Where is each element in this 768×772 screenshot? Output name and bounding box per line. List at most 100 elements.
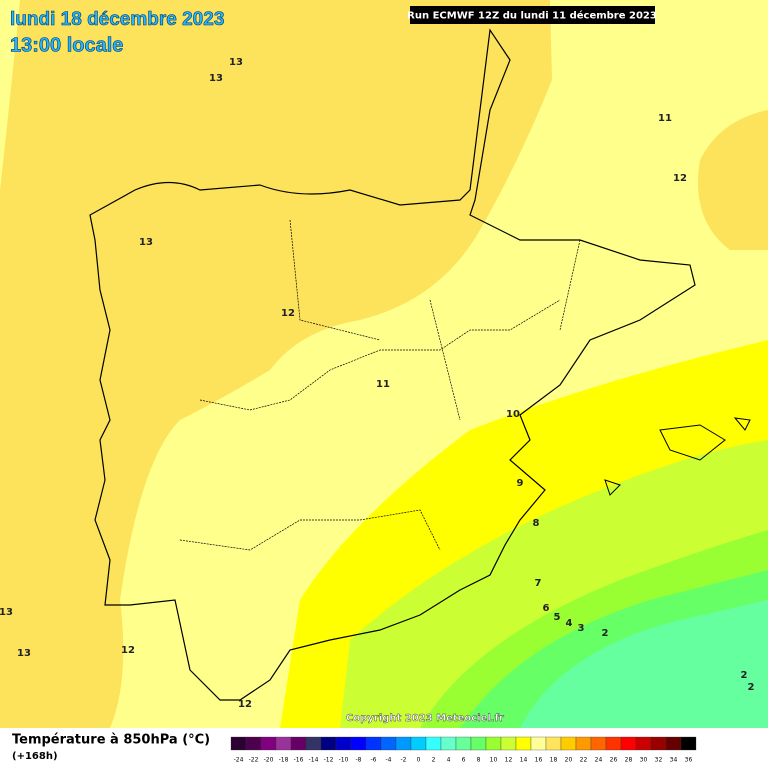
legend-label: 36 — [685, 757, 693, 764]
legend-label: -20 — [264, 757, 274, 764]
legend-label: -2 — [401, 757, 407, 764]
legend-label: 0 — [417, 757, 421, 764]
legend-label: 18 — [550, 757, 558, 764]
legend-label: 20 — [565, 757, 573, 764]
legend-label: -12 — [324, 757, 334, 764]
legend-label: -22 — [249, 757, 259, 764]
legend-swatch — [365, 736, 382, 751]
field-18 — [0, 0, 552, 728]
legend-swatch — [545, 736, 562, 751]
legend-label: 8 — [477, 757, 481, 764]
legend-label: 2 — [432, 757, 436, 764]
legend-swatch — [455, 736, 472, 751]
legend-swatch — [305, 736, 322, 751]
copyright: Copyright 2023 Meteociel.fr — [346, 713, 504, 724]
contour-label: 13 — [209, 73, 223, 84]
legend-swatch — [620, 736, 637, 751]
field-18 — [698, 110, 768, 250]
legend-swatch — [665, 736, 682, 751]
contour-label: 13 — [0, 607, 13, 618]
legend-swatch — [410, 736, 427, 751]
legend-label: -16 — [294, 757, 304, 764]
contour-label: 2 — [602, 628, 609, 639]
legend-swatch — [335, 736, 352, 751]
contour-label: 12 — [121, 645, 135, 656]
legend-swatch — [575, 736, 592, 751]
field-16 — [0, 0, 20, 190]
contour-label: 3 — [578, 623, 585, 634]
color-legend: -24 -22 -20 -18 -16 -14 -12 -10 -8 -6 -4 -2 0 2 4 6 8 10 1… — [230, 736, 697, 764]
coastline — [89, 28, 696, 701]
legend-swatch — [395, 736, 412, 751]
legend-label: 30 — [640, 757, 648, 764]
contour-label: 13 — [139, 237, 153, 248]
legend-label: -4 — [386, 757, 392, 764]
contour-label: 5 — [554, 612, 561, 623]
legend-swatch — [425, 736, 442, 751]
legend-label: 34 — [670, 757, 678, 764]
legend-label: 10 — [490, 757, 498, 764]
balearic-islands — [604, 417, 751, 496]
contour-label: 9 — [517, 478, 524, 489]
run-info: Run ECMWF 12Z du lundi 11 décembre 2023 — [407, 10, 657, 22]
legend-label: -10 — [339, 757, 349, 764]
legend-label: 16 — [535, 757, 543, 764]
map-time: 13:00 locale — [10, 34, 123, 56]
field-6 — [520, 600, 768, 728]
contour-label: 7 — [535, 578, 542, 589]
legend-label: 24 — [595, 757, 603, 764]
legend-label: 32 — [655, 757, 663, 764]
contour-label: 4 — [566, 618, 573, 629]
legend-label: -8 — [356, 757, 362, 764]
footer-lead: (+168h) — [12, 751, 58, 762]
legend-swatch — [380, 736, 397, 751]
legend-label: 6 — [462, 757, 466, 764]
map-fields — [0, 0, 768, 728]
legend-label: -14 — [309, 757, 319, 764]
legend-swatch — [230, 736, 247, 751]
legend-swatch — [470, 736, 487, 751]
legend-swatch — [485, 736, 502, 751]
legend-swatch — [260, 736, 277, 751]
legend-swatch — [245, 736, 262, 751]
legend-swatch — [680, 736, 697, 751]
legend-swatch — [500, 736, 517, 751]
legend-swatch — [515, 736, 532, 751]
legend-swatch — [590, 736, 607, 751]
contour-label: 10 — [506, 409, 520, 420]
footer-title: Température à 850hPa (°C) — [12, 733, 210, 748]
legend-swatch — [290, 736, 307, 751]
legend-label: -6 — [371, 757, 377, 764]
legend-swatch — [560, 736, 577, 751]
contour-label: 12 — [238, 699, 252, 710]
map-date: lundi 18 décembre 2023 — [10, 9, 224, 30]
legend-label: -24 — [234, 757, 244, 764]
legend-swatch — [350, 736, 367, 751]
legend-label: 22 — [580, 757, 588, 764]
contour-label: 2 — [748, 682, 755, 693]
legend-label: 14 — [520, 757, 528, 764]
legend-label: 26 — [610, 757, 618, 764]
legend-swatch — [650, 736, 667, 751]
legend-label: -18 — [279, 757, 289, 764]
contour-label: 2 — [741, 670, 748, 681]
borders — [179, 219, 581, 551]
contour-label: 6 — [543, 603, 550, 614]
contour-label: 8 — [533, 518, 540, 529]
contour-label: 11 — [658, 113, 672, 124]
legend-label: 12 — [505, 757, 513, 764]
contour-label: 13 — [229, 57, 243, 68]
legend-swatch — [440, 736, 457, 751]
legend-swatch — [635, 736, 652, 751]
legend-label: 4 — [447, 757, 451, 764]
contour-label: 12 — [673, 173, 687, 184]
contour-label: 13 — [17, 648, 31, 659]
legend-swatch — [605, 736, 622, 751]
legend-swatch — [275, 736, 292, 751]
legend-swatch — [530, 736, 547, 751]
contour-label: 12 — [281, 308, 295, 319]
run-box — [410, 6, 655, 24]
legend-swatch — [320, 736, 337, 751]
